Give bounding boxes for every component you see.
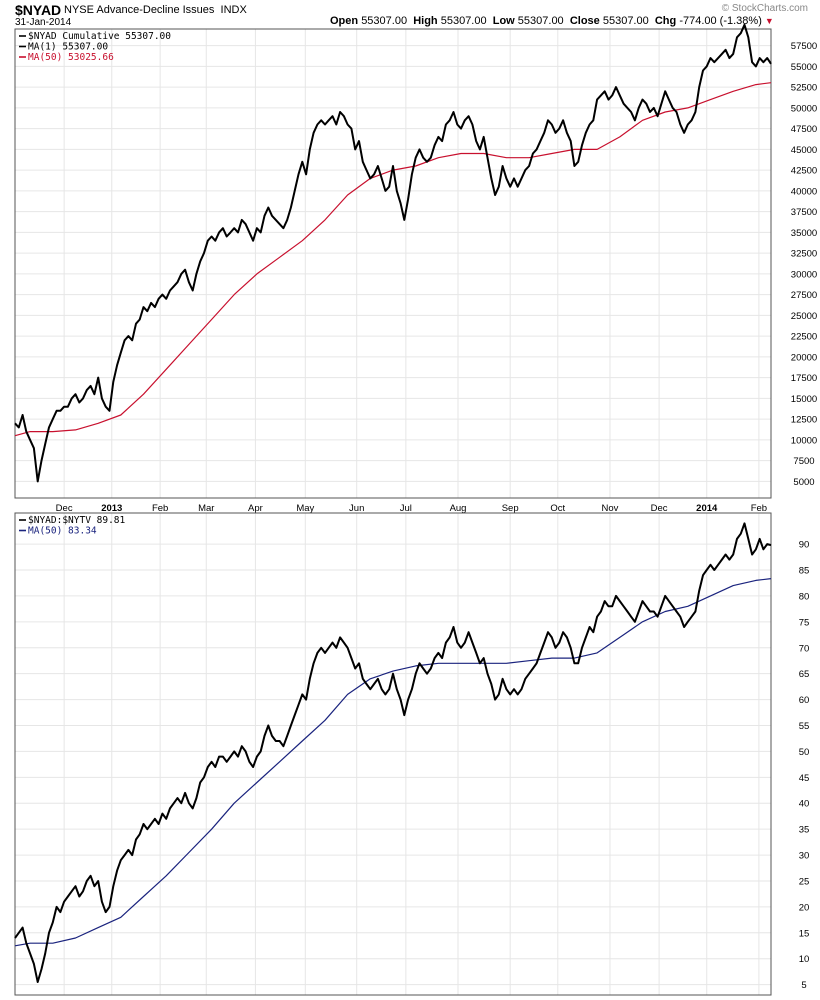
y-tick-label: 10 xyxy=(799,954,810,965)
chg-label: Chg xyxy=(654,15,677,27)
y-tick-label: 42500 xyxy=(791,166,817,177)
y-tick-label: 15 xyxy=(799,928,810,939)
y-tick-label: 30 xyxy=(799,851,810,862)
y-tick-label: 30000 xyxy=(791,269,817,280)
low-label: Low xyxy=(492,15,515,27)
x-tick-label: Jul xyxy=(400,503,412,514)
chg-value: -774.00 (-1.38%) xyxy=(679,15,762,27)
exchange-label: INDX xyxy=(220,4,247,16)
plot-area xyxy=(14,28,772,499)
ohlc-readout: Open 55307.00 High 55307.00 Low 55307.00… xyxy=(330,15,774,27)
x-tick-label: Oct xyxy=(550,503,565,514)
open-label: Open xyxy=(330,15,359,27)
plot-border xyxy=(14,28,772,499)
plot-area xyxy=(14,512,772,996)
y-tick-label: 35000 xyxy=(791,228,817,239)
chart-panel-2: 51015202530354045505560657075808590Dec20… xyxy=(14,512,810,996)
symbol-label: $NYAD xyxy=(15,2,62,18)
close-label: Close xyxy=(569,15,600,27)
y-tick-label: 40000 xyxy=(791,186,817,197)
y-tick-label: 15000 xyxy=(791,394,817,405)
y-tick-label: 27500 xyxy=(791,290,817,301)
chart-panel-1: 5000 7500 10000 12500 15000 17500 20000 22500 25… xyxy=(14,23,817,514)
series-line--nyad-cumulative xyxy=(14,23,772,483)
x-tick-label: May xyxy=(296,503,314,514)
x-tick-label: Jun xyxy=(349,503,364,514)
y-tick-label: 55 xyxy=(799,721,810,732)
legend-entry: MA(50) 83.34 xyxy=(28,526,97,537)
x-tick-label: Feb xyxy=(751,503,767,514)
x-tick-label: Dec xyxy=(651,503,668,514)
x-tick-label: Feb xyxy=(152,503,168,514)
series-line--nyad-nytv xyxy=(14,522,772,983)
chart-header: $NYAD NYSE Advance-Decline Issues INDX 3… xyxy=(0,0,820,30)
y-tick-label: 80 xyxy=(799,591,810,602)
y-tick-label: 90 xyxy=(799,540,810,551)
symbol-fullname: NYSE Advance-Decline Issues xyxy=(64,4,215,16)
plot-border xyxy=(14,512,772,996)
y-tick-label: 50000 xyxy=(791,103,817,114)
x-tick-label: 2013 xyxy=(101,503,122,514)
y-tick-label: 32500 xyxy=(791,249,817,260)
y-tick-label: 5000 xyxy=(793,477,814,488)
y-tick-label: 70 xyxy=(799,643,810,654)
y-tick-label: 45000 xyxy=(791,145,817,156)
y-tick-label: 52500 xyxy=(791,83,817,94)
y-tick-label: 25 xyxy=(799,876,810,887)
y-tick-label: 5 xyxy=(801,980,806,991)
low-value: 55307.00 xyxy=(517,15,564,27)
brand-watermark: © StockCharts.com xyxy=(721,3,808,14)
y-tick-label: 50 xyxy=(799,747,810,758)
y-tick-label: 75 xyxy=(799,617,810,628)
y-tick-label: 25000 xyxy=(791,311,817,322)
legend-entry: $NYAD:$NYTV 89.81 xyxy=(28,515,126,526)
x-tick-label: Nov xyxy=(602,503,619,514)
y-tick-label: 60 xyxy=(799,695,810,706)
high-value: 55307.00 xyxy=(440,15,487,27)
y-tick-label: 22500 xyxy=(791,332,817,343)
y-tick-label: 7500 xyxy=(793,456,814,467)
legend-entry: $NYAD Cumulative 55307.00 xyxy=(28,31,171,42)
y-tick-label: 47500 xyxy=(791,124,817,135)
y-tick-label: 12500 xyxy=(791,415,817,426)
x-tick-label: Mar xyxy=(198,503,214,514)
y-tick-label: 45 xyxy=(799,773,810,784)
y-tick-label: 85 xyxy=(799,566,810,577)
open-value: 55307.00 xyxy=(361,15,408,27)
x-tick-label: Apr xyxy=(248,503,263,514)
close-value: 55307.00 xyxy=(602,15,649,27)
x-tick-label: Dec xyxy=(56,503,73,514)
x-tick-label: Aug xyxy=(450,503,467,514)
y-tick-label: 40 xyxy=(799,799,810,810)
symbol-name: NYSE Advance-Decline Issues INDX xyxy=(64,4,247,16)
y-tick-label: 65 xyxy=(799,669,810,680)
y-tick-label: 17500 xyxy=(791,373,817,384)
legend-entry: MA(50) 53025.66 xyxy=(28,52,114,63)
x-tick-label: 2014 xyxy=(696,503,718,514)
x-tick-label: Sep xyxy=(502,503,519,514)
chart-date: 31-Jan-2014 xyxy=(15,17,72,28)
y-tick-label: 20000 xyxy=(791,352,817,363)
high-label: High xyxy=(413,15,438,27)
series-line-ma-50- xyxy=(14,578,772,947)
y-tick-label: 37500 xyxy=(791,207,817,218)
y-tick-label: 35 xyxy=(799,825,810,836)
down-arrow-icon: ▼ xyxy=(764,16,774,26)
y-tick-label: 10000 xyxy=(791,435,817,446)
y-tick-label: 20 xyxy=(799,902,810,913)
legend-entry: MA(1) 55307.00 xyxy=(28,42,108,53)
y-tick-label: 55000 xyxy=(791,62,817,73)
y-tick-label: 57500 xyxy=(791,41,817,52)
